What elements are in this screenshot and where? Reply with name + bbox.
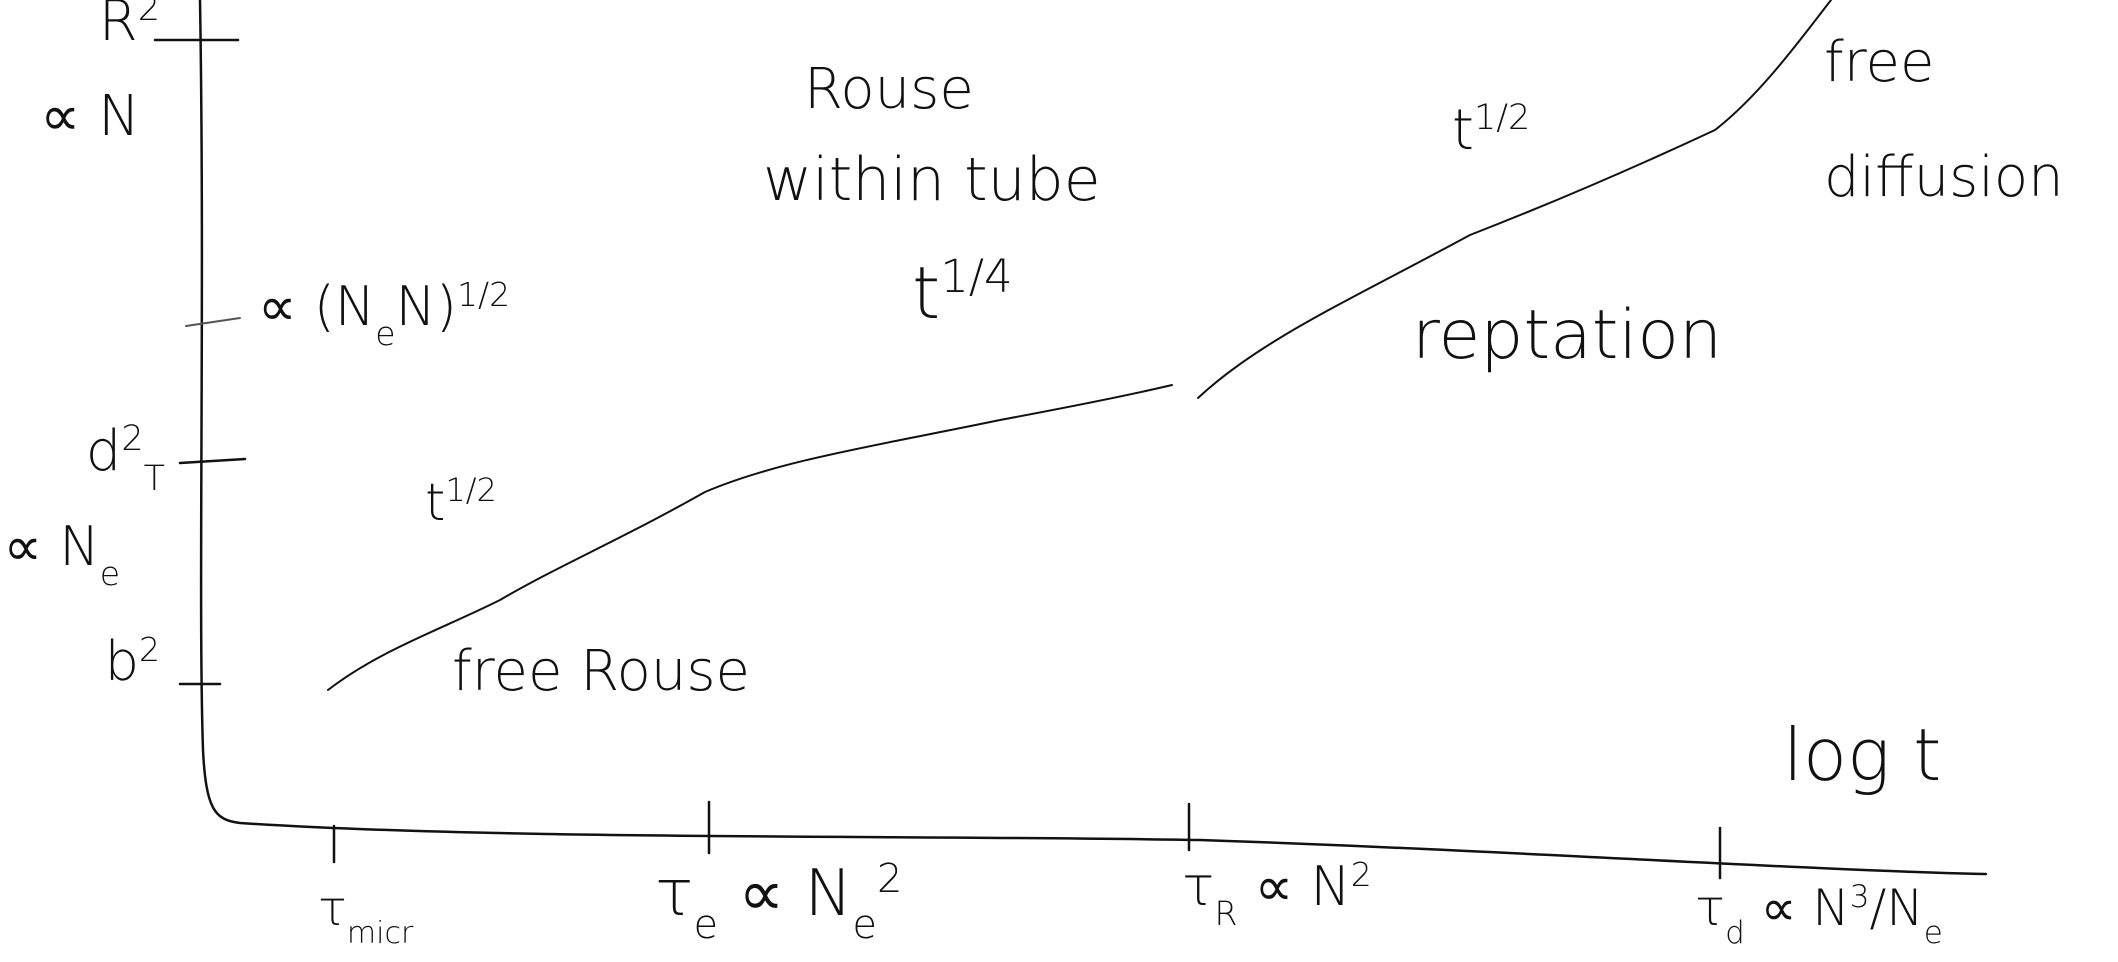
label: d2T <box>86 419 165 499</box>
label: t1/4 <box>912 250 1013 336</box>
label: ∝ (NeN)1/2 <box>258 275 510 353</box>
label-text: reptation <box>1412 296 1722 375</box>
superscript: 1/2 <box>445 471 497 509</box>
label-text: τ <box>318 881 347 937</box>
label: τd ∝ N3/Ne <box>1695 879 1943 951</box>
superscript: 2 <box>121 419 143 459</box>
superscript: 2 <box>1351 855 1372 894</box>
label: diffusion <box>1824 145 2064 210</box>
label-text: ∝ N <box>40 84 140 149</box>
label: log t <box>1783 713 1941 797</box>
label: τe ∝ Ne2 <box>655 856 902 948</box>
label-text: Rouse <box>804 57 974 122</box>
subscript: d <box>1725 915 1745 951</box>
label-text: ∝ N <box>4 515 100 578</box>
label-text: t <box>912 251 940 335</box>
label: τR ∝ N2 <box>1182 855 1372 933</box>
label: Rouse <box>804 57 974 122</box>
subscript: e <box>375 314 395 353</box>
label-text: d <box>86 419 122 484</box>
subscript: micr <box>347 916 414 951</box>
x-ticks <box>334 802 1720 878</box>
label-text: ∝ N <box>1237 855 1350 918</box>
label-text: ∝ N <box>718 857 852 931</box>
label: ∝ N <box>40 84 140 149</box>
diagram: R2∝ N∝ (NeN)1/2d2T∝ Neb2τmicrτe ∝ Ne2τR … <box>0 0 2118 962</box>
subscript: e <box>1924 915 1943 951</box>
superscript: 1/2 <box>1474 98 1530 138</box>
label: reptation <box>1412 296 1722 375</box>
superscript: 3 <box>1850 879 1870 915</box>
label-text: τ <box>1695 879 1725 937</box>
superscript: 1/2 <box>457 275 510 314</box>
label-text: b <box>105 630 139 693</box>
subscript: e <box>852 902 877 948</box>
label-text: N) <box>396 275 457 338</box>
subscript: e <box>100 554 120 593</box>
label: free <box>1824 30 1934 95</box>
label-text: t <box>1452 98 1474 163</box>
subscript: R <box>1215 894 1238 933</box>
label-text: t <box>425 473 445 533</box>
label-text: free Rouse <box>452 639 750 704</box>
label: t1/2 <box>425 471 497 533</box>
subscript: e <box>694 902 719 948</box>
label: free Rouse <box>452 639 750 704</box>
label-text: R <box>99 0 138 54</box>
label-text: log t <box>1783 713 1941 797</box>
subscript: T <box>144 459 165 499</box>
label-text: ∝ N <box>1745 879 1850 937</box>
page: R2∝ N∝ (NeN)1/2d2T∝ Neb2τmicrτe ∝ Ne2τR … <box>0 0 2118 962</box>
superscript: 2 <box>877 856 902 902</box>
label-text: τ <box>1182 855 1215 918</box>
label: b2 <box>105 630 160 694</box>
label: ∝ Ne <box>4 515 120 593</box>
superscript: 2 <box>139 630 160 669</box>
label-text: τ <box>655 857 694 931</box>
label-text: /N <box>1869 879 1923 937</box>
superscript: 1/4 <box>940 250 1012 303</box>
label-text: free <box>1824 30 1934 95</box>
label-text: diffusion <box>1824 145 2064 210</box>
label: τmicr <box>318 881 414 951</box>
superscript: 2 <box>138 0 160 29</box>
label-text: ∝ (N <box>258 275 375 338</box>
label-text: within tube <box>763 145 1101 215</box>
label: within tube <box>763 145 1101 215</box>
axes <box>200 0 1986 874</box>
label: R2 <box>99 0 160 54</box>
label: t1/2 <box>1452 98 1530 163</box>
